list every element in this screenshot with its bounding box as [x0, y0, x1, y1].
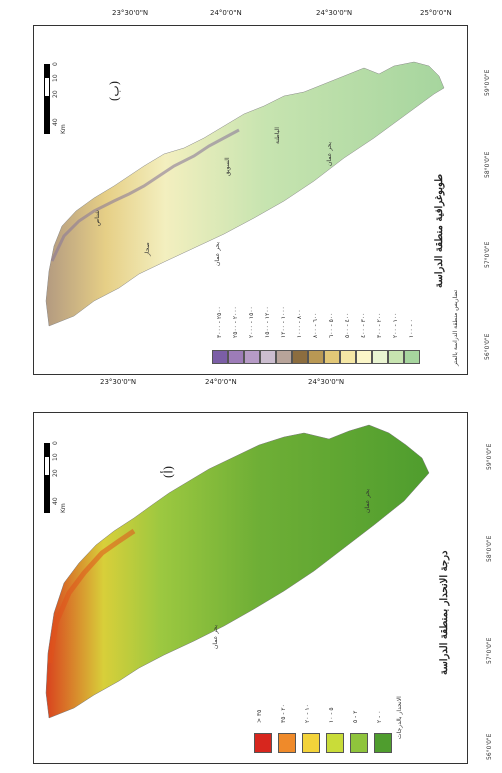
legend-label: ٢٠٠ - ٣٠٠ — [376, 312, 383, 338]
legend-title-bottom: الانحدار بالدرجات — [396, 696, 403, 739]
legend-label: ٦٠٠ - ٨٠٠ — [312, 312, 319, 338]
land-area — [45, 424, 430, 719]
coord-label-bottom: 24°0'0"N — [205, 378, 237, 386]
scale-tick-40: 40 — [52, 118, 59, 126]
legend-swatch — [350, 733, 368, 753]
slope-map-panel: (أ) 0 10 20 40 Km بحر عمان بحر عمان درجة… — [33, 412, 468, 764]
place-label-2: السويق — [224, 157, 231, 176]
sea-label-2: بحر عمان — [214, 241, 221, 266]
scale-tick-10: 10 — [52, 453, 59, 461]
legend-swatch — [388, 350, 404, 364]
scale-tick-20: 20 — [52, 90, 59, 98]
coord-label-top: 23°30'0"N — [112, 9, 149, 17]
legend-label: ٢٥٠٠ - ٣٠٠٠ — [216, 306, 223, 338]
legend-label: > ٣٥ — [256, 709, 263, 723]
legend-top — [204, 346, 424, 368]
legend-label: ٤٠٠ - ٥٠٠ — [344, 312, 351, 338]
legend-label: ٨٠٠ - ١٠٠٠ — [296, 309, 303, 338]
map-title-bottom: درجة الانحدار بمنطقة الدراسة — [439, 550, 450, 675]
topography-map — [45, 61, 445, 327]
panel-label-b: (ب) — [107, 80, 122, 102]
legend-swatch — [374, 733, 392, 753]
legend-label: ١٢٠٠ - ١٥٠٠ — [264, 306, 271, 338]
legend-swatch — [404, 350, 420, 364]
legend-label: ١٠٠٠ - ١٢٠٠ — [280, 306, 287, 338]
mountain-ridge — [50, 128, 240, 262]
slope-map — [45, 424, 430, 719]
steep-slope-zone — [47, 528, 136, 664]
legend-label: ١٠ - ٢٠ — [304, 704, 311, 723]
legend-swatch — [254, 733, 272, 753]
coord-label-right: 56°0'0"E — [486, 733, 493, 760]
legend-label: ٥ - ١٠ — [328, 707, 335, 723]
legend-swatch — [244, 350, 260, 364]
legend-label: ٠ - ٢ — [376, 710, 383, 723]
legend-label: ١٠٠ - ٢٠٠ — [392, 312, 399, 338]
coord-label-top: 25°0'0"N — [420, 9, 452, 17]
scale-unit: Km — [60, 124, 67, 134]
legend-bottom — [244, 729, 394, 755]
land-area — [45, 61, 445, 327]
coord-label-right: 57°0'0"E — [486, 637, 493, 664]
legend-swatch — [260, 350, 276, 364]
legend-swatch — [276, 350, 292, 364]
place-label-3: صحار — [144, 242, 151, 256]
scale-bar-white — [45, 78, 49, 96]
legend-swatch — [356, 350, 372, 364]
scale-tick-10: 10 — [52, 74, 59, 82]
coord-label-bottom: 24°30'0"N — [308, 378, 345, 386]
legend-swatch — [228, 350, 244, 364]
legend-label: ٣٠٠ - ٤٠٠ — [360, 312, 367, 338]
scale-tick-20: 20 — [52, 469, 59, 477]
legend-label: ١٥٠٠ - ٢٠٠٠ — [248, 306, 255, 338]
scale-bar — [44, 64, 50, 134]
legend-label: ٢٠ - ٣٥ — [280, 704, 287, 723]
scale-bar-white — [45, 457, 49, 475]
coord-label-top: 24°0'0"N — [210, 9, 242, 17]
scale-tick-0: 0 — [52, 441, 59, 445]
legend-swatch — [326, 733, 344, 753]
legend-swatch — [308, 350, 324, 364]
legend-swatch — [302, 733, 320, 753]
coord-label-right: 58°0'0"E — [484, 151, 491, 178]
legend-swatch — [340, 350, 356, 364]
place-label-1: الباطنة — [274, 127, 281, 144]
legend-swatch — [372, 350, 388, 364]
scale-tick-40: 40 — [52, 497, 59, 505]
scale-bar — [44, 443, 50, 513]
legend-label: ٢٠٠٠ - ٢٥٠٠ — [232, 306, 239, 338]
sea-label-1: بحر عمان — [326, 141, 333, 166]
sea-label-2: بحر عمان — [212, 624, 219, 649]
coord-label-right: 58°0'0"E — [486, 535, 493, 562]
scale-unit: Km — [60, 503, 67, 513]
panel-label-a: (أ) — [161, 465, 176, 479]
legend-swatch — [292, 350, 308, 364]
coord-label-top: 24°30'0"N — [316, 9, 353, 17]
scale-tick-0: 0 — [52, 62, 59, 66]
legend-label: ٠ - ١٠٠ — [408, 319, 415, 338]
legend-title-top: تضاريس منطقة الدراسة بالمتر — [452, 289, 459, 366]
legend-swatch — [278, 733, 296, 753]
legend-swatch — [212, 350, 228, 364]
coord-label-right: 57°0'0"E — [484, 241, 491, 268]
map-title-top: طوبوغرافية منطقة الدراسة — [434, 173, 445, 288]
topography-map-panel: (ب) 0 10 20 40 Km الباطنة السويق صحار شن… — [33, 25, 468, 375]
coord-label-right: 59°0'0"E — [486, 443, 493, 470]
coord-label-right: 56°0'0"E — [484, 333, 491, 360]
legend-label: ٥٠٠ - ٦٠٠ — [328, 312, 335, 338]
legend-swatch — [324, 350, 340, 364]
legend-label: ٢ - ٥ — [352, 710, 359, 723]
coord-label-right: 59°0'0"E — [484, 69, 491, 96]
coord-label-bottom: 23°30'0"N — [100, 378, 137, 386]
sea-label-1: بحر عمان — [364, 488, 371, 513]
place-label-4: شناص — [94, 210, 101, 226]
